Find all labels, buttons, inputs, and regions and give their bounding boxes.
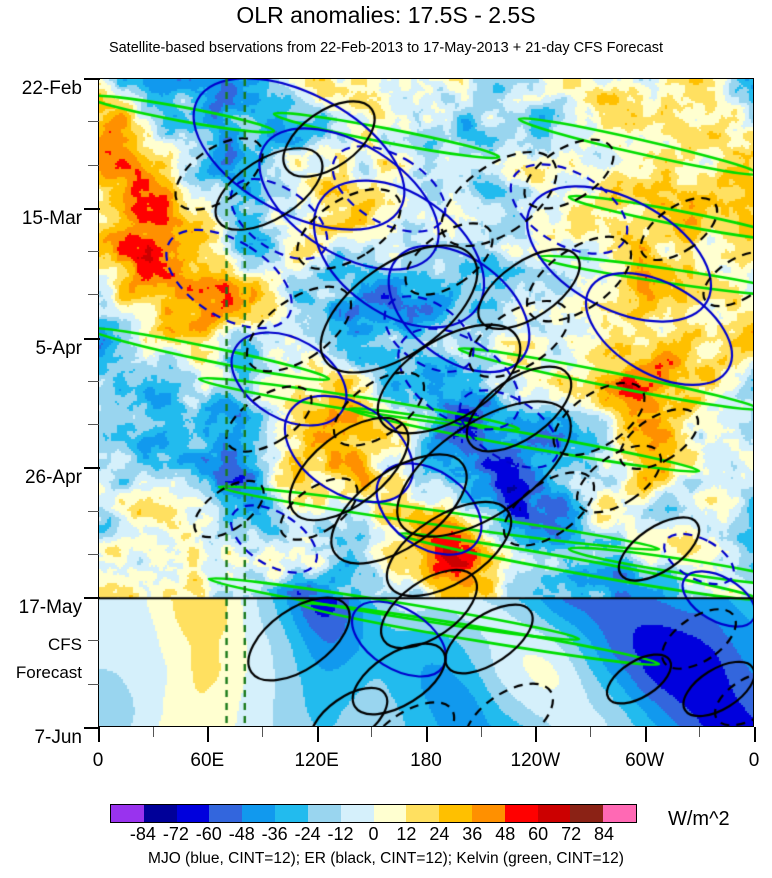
x-axis-label: 60W (625, 750, 665, 771)
y-axis-minor-tick (88, 164, 99, 166)
colorbar-segment (340, 805, 374, 822)
x-axis-major-tick (754, 727, 756, 742)
x-axis-minor-tick (699, 727, 701, 737)
x-axis-label: 120E (294, 750, 339, 771)
colorbar-segment (603, 805, 636, 822)
colorbar-segment (471, 805, 505, 822)
cfs-forecast-note-line1: CFS (48, 635, 82, 655)
x-axis-major-tick (207, 727, 210, 742)
y-axis-major-tick (84, 78, 100, 80)
colorbar-segment (307, 805, 341, 822)
x-axis-major-tick (426, 727, 428, 742)
x-axis-minor-tick (480, 727, 482, 737)
colorbar-segment (439, 805, 472, 822)
chart-subtitle: Satellite-based bservations from 22-Feb-… (108, 40, 664, 56)
colorbar-segment (176, 805, 210, 822)
cfs-forecast-note-line2: Forecast (15, 663, 82, 683)
colorbar-segment (275, 805, 308, 822)
colorbar-tick-label: -48 (228, 824, 255, 844)
x-axis-minor-tick (262, 727, 263, 737)
colorbar-segment (111, 805, 144, 822)
colorbar-tick-label: 72 (561, 824, 582, 844)
colorbar (110, 804, 637, 823)
y-axis-major-tick (84, 727, 100, 729)
y-axis-minor-tick (88, 121, 99, 123)
colorbar-tick-label: 48 (495, 824, 516, 844)
colorbar-tick-label: -84 (129, 824, 156, 844)
x-axis-label: 0 (748, 750, 760, 771)
y-axis-minor-tick (88, 553, 99, 555)
y-axis-minor-tick (88, 251, 99, 253)
colorbar-segment (373, 805, 407, 822)
colorbar-tick-label: -24 (294, 824, 321, 844)
colorbar-segment (209, 805, 243, 822)
colorbar-segment (570, 805, 604, 822)
x-axis-label: 60E (190, 750, 225, 771)
colorbar-tick-label: 0 (368, 824, 379, 844)
x-axis-major-tick (98, 727, 100, 742)
y-axis-major-tick (84, 467, 100, 470)
y-axis-minor-tick (88, 640, 99, 642)
page-title: OLR anomalies: 17.5S - 2.5S (236, 2, 536, 28)
olr-anomaly-heatmap (99, 79, 753, 726)
x-axis-major-tick (535, 727, 538, 742)
contour-legend-caption: MJO (blue, CINT=12); ER (black, CINT=12)… (148, 850, 624, 867)
plot-area (98, 78, 754, 727)
y-axis-minor-tick (88, 380, 99, 382)
colorbar-segment (143, 805, 177, 822)
y-axis-minor-tick (88, 294, 99, 296)
x-axis-major-tick (644, 727, 647, 742)
y-axis-major-tick (84, 337, 100, 340)
x-axis-label: 180 (410, 750, 442, 771)
colorbar-tick-label: -12 (327, 824, 354, 844)
y-axis-minor-tick (88, 683, 99, 685)
colorbar-tick-label: 60 (528, 824, 549, 844)
colorbar-tick-label: 84 (594, 824, 615, 844)
y-axis-major-tick (84, 207, 100, 210)
x-axis-minor-tick (371, 727, 373, 737)
y-axis-major-tick (84, 597, 100, 600)
colorbar-tick-label: 12 (396, 824, 417, 844)
y-axis-minor-tick (88, 424, 99, 426)
x-axis-label: 0 (92, 750, 104, 771)
x-axis-major-tick (316, 727, 319, 742)
colorbar-tick-label: 36 (462, 824, 483, 844)
y-axis-minor-tick (88, 510, 99, 512)
colorbar-segment (406, 805, 440, 822)
x-axis-minor-tick (590, 727, 591, 737)
x-axis-minor-tick (152, 727, 154, 737)
colorbar-segment (242, 805, 276, 822)
colorbar-segment (504, 805, 538, 822)
x-axis-label: 120W (510, 750, 561, 771)
colorbar-segment (537, 805, 571, 822)
colorbar-tick-label: -72 (162, 824, 189, 844)
colorbar-tick-label: 24 (429, 824, 450, 844)
colorbar-units-label: W/m^2 (668, 808, 730, 830)
colorbar-tick-label: -60 (195, 824, 222, 844)
colorbar-tick-label: -36 (261, 824, 288, 844)
